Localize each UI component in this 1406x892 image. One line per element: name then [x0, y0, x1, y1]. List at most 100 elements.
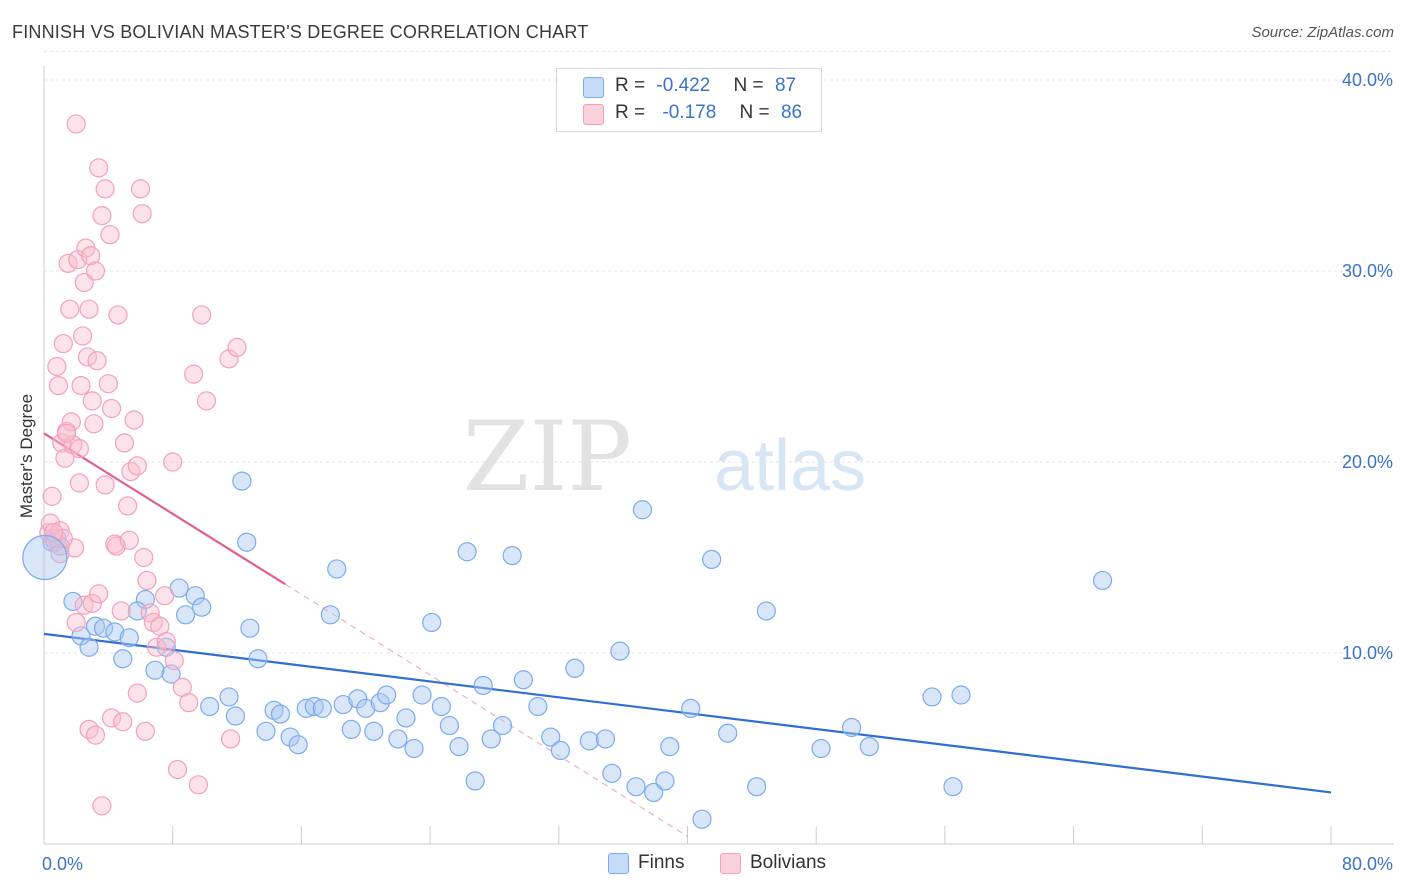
data-point-finns	[422, 612, 442, 633]
data-point-bolivians	[113, 712, 133, 732]
data-point-finns	[119, 628, 139, 648]
data-point-bolivians	[53, 528, 73, 549]
x-tick-label: 80.0%	[1342, 854, 1393, 874]
data-point-bolivians	[111, 601, 131, 621]
data-point-finns	[655, 771, 675, 791]
data-point-bolivians	[56, 423, 77, 443]
data-point-bolivians	[196, 391, 217, 411]
data-point-bolivians	[227, 337, 247, 357]
data-point-finns	[200, 696, 220, 717]
data-point-bolivians	[221, 729, 241, 749]
legend-r-label: R =	[615, 75, 646, 96]
data-point-finns	[449, 736, 469, 757]
data-point-finns	[513, 670, 534, 690]
data-point-finns	[327, 559, 347, 579]
series-legend: Finns Bolivians	[0, 852, 1406, 878]
trend-line-extension-bolivians	[285, 583, 688, 837]
legend-r-value-finns: -0.422	[656, 75, 711, 96]
data-point-bolivians	[135, 721, 155, 741]
data-point-finns	[681, 698, 701, 718]
data-point-bolivians	[188, 775, 209, 795]
y-tick-label: 30.0%	[1342, 261, 1393, 281]
gridlines	[44, 50, 1394, 654]
data-point-bolivians	[163, 452, 183, 472]
data-point-bolivians	[95, 475, 115, 495]
data-point-finns	[248, 649, 268, 669]
data-point-finns	[370, 693, 390, 713]
data-point-bolivians	[167, 759, 188, 780]
data-point-finns	[943, 777, 963, 797]
legend-n-label: N =	[733, 75, 764, 96]
data-point-bolivians	[73, 326, 93, 346]
data-point-finns	[412, 685, 432, 705]
legend-swatch-bolivians	[583, 104, 604, 125]
data-point-finns	[473, 675, 493, 696]
data-point-finns	[644, 782, 664, 803]
data-point-bolivians	[81, 246, 101, 266]
data-point-bolivians	[79, 299, 99, 319]
data-point-finns	[105, 622, 125, 642]
data-point-bolivians	[134, 547, 154, 568]
data-point-finns	[602, 763, 622, 783]
data-point-bolivians	[85, 725, 106, 745]
data-point-finns	[312, 698, 332, 718]
data-point-bolivians	[74, 595, 94, 615]
legend-swatch-finns	[608, 853, 629, 874]
legend-n-label: N =	[739, 102, 770, 123]
data-point-finns	[626, 777, 646, 797]
data-point-bolivians	[85, 261, 106, 281]
data-point-bolivians	[147, 637, 167, 657]
correlation-legend: R = -0.422 N = 87 R = -0.178 N = 86	[556, 68, 822, 132]
data-point-bolivians	[127, 683, 147, 703]
data-point-bolivians	[47, 356, 67, 377]
data-point-finns	[756, 601, 776, 621]
data-point-bolivians	[119, 530, 139, 550]
data-point-finns	[718, 723, 738, 743]
data-point-finns	[457, 542, 477, 562]
data-point-finns	[219, 687, 239, 707]
legend-swatch-finns	[583, 77, 604, 98]
data-point-finns	[922, 687, 942, 707]
data-point-bolivians	[82, 593, 102, 613]
data-point-finns	[692, 809, 712, 829]
data-point-finns	[377, 685, 397, 705]
data-point-bolivians	[69, 473, 89, 493]
data-point-finns	[404, 738, 424, 759]
data-point-finns	[270, 704, 291, 724]
data-point-finns	[320, 605, 340, 625]
data-point-finns	[660, 736, 680, 757]
data-point-finns	[579, 731, 599, 751]
data-point-finns	[747, 777, 767, 797]
data-point-finns	[304, 696, 324, 717]
data-point-bolivians	[114, 433, 135, 453]
data-point-finns	[225, 706, 246, 726]
data-point-bolivians	[53, 333, 73, 354]
data-point-bolivians	[84, 414, 104, 434]
legend-label-finns: Finns	[638, 852, 685, 873]
data-point-bolivians	[68, 249, 88, 270]
data-point-bolivians	[61, 412, 81, 432]
data-point-bolivians	[60, 299, 80, 319]
data-point-bolivians	[192, 305, 212, 325]
data-point-finns	[859, 736, 879, 757]
axes	[43, 66, 1394, 845]
data-point-finns	[232, 471, 252, 491]
x-tick-label: 0.0%	[42, 854, 83, 874]
data-point-finns	[240, 618, 260, 638]
trend-line-bolivians	[43, 432, 286, 586]
data-point-bolivians	[92, 206, 112, 226]
data-point-finns	[396, 708, 416, 728]
data-point-bolivians	[42, 486, 62, 506]
data-point-finns	[288, 735, 308, 755]
data-point-finns	[841, 717, 862, 738]
data-point-finns	[145, 660, 165, 680]
data-point-finns	[431, 696, 451, 717]
data-point-bolivians	[101, 708, 122, 728]
data-point-bolivians	[155, 586, 175, 606]
data-points	[22, 114, 1113, 829]
tick-labels: 10.0% 20.0% 30.0% 40.0% 0.0% 80.0%	[42, 70, 1393, 874]
y-tick-label: 10.0%	[1342, 643, 1393, 663]
data-point-finns	[811, 738, 831, 759]
data-point-finns	[595, 729, 616, 749]
